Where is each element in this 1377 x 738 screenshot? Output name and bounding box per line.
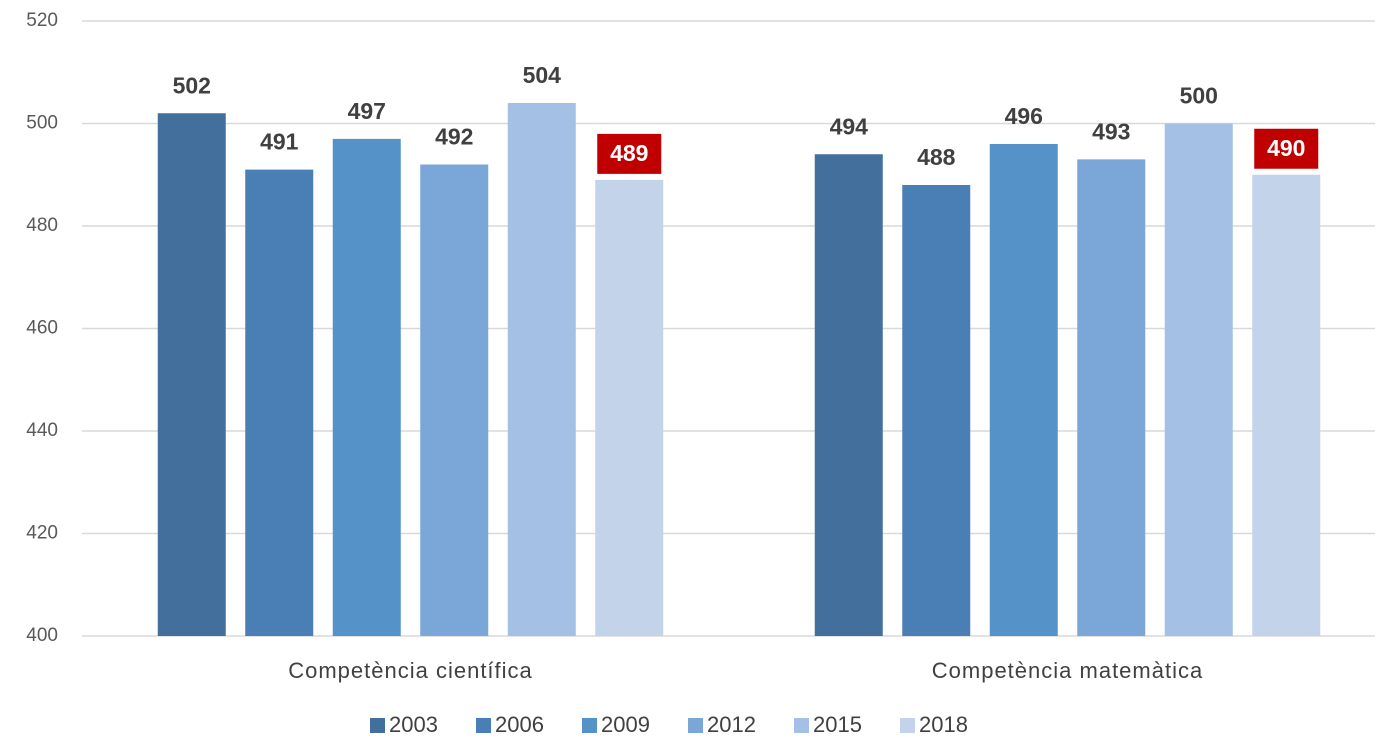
bar	[157, 113, 226, 636]
bar	[507, 103, 576, 636]
legend-label: 2006	[495, 712, 544, 737]
legend-label: 2015	[813, 712, 862, 737]
legend-label: 2009	[601, 712, 650, 737]
y-tick-label: 460	[26, 318, 58, 339]
bar	[420, 164, 489, 636]
y-tick-label: 400	[26, 625, 58, 646]
value-label: 496	[1005, 103, 1043, 129]
value-label: 494	[830, 113, 869, 139]
value-label: 490	[1267, 135, 1305, 161]
legend-swatch	[794, 718, 809, 733]
y-tick-label: 420	[26, 523, 58, 544]
legend-label: 2018	[919, 712, 968, 737]
value-label: 488	[917, 144, 956, 170]
bar	[245, 169, 314, 636]
bar	[1164, 123, 1233, 636]
y-tick-label: 520	[26, 10, 58, 31]
legend-swatch	[688, 718, 703, 733]
legend-swatch	[370, 718, 385, 733]
bar	[332, 138, 401, 636]
value-label-background	[597, 133, 662, 174]
value-label: 504	[523, 62, 562, 88]
value-label: 493	[1092, 118, 1130, 144]
bar	[595, 179, 664, 636]
value-label: 502	[173, 72, 211, 98]
bar	[1252, 174, 1321, 636]
legend-swatch	[476, 718, 491, 733]
y-tick-label: 500	[26, 113, 58, 134]
bar	[814, 154, 883, 636]
value-label: 489	[610, 140, 648, 166]
y-tick-label: 440	[26, 420, 58, 441]
y-tick-label: 480	[26, 215, 58, 236]
x-tick-label: Competència científica	[288, 658, 533, 683]
value-label: 497	[348, 98, 386, 124]
value-label: 492	[435, 124, 473, 150]
legend-label: 2003	[389, 712, 438, 737]
value-label: 491	[260, 129, 299, 155]
legend-swatch	[900, 718, 915, 733]
legend-swatch	[582, 718, 597, 733]
bar	[989, 144, 1058, 636]
x-tick-label: Competència matemàtica	[932, 658, 1203, 683]
value-label-background	[1254, 128, 1319, 169]
bar	[902, 185, 971, 636]
value-label: 500	[1180, 83, 1218, 109]
bar	[1077, 159, 1146, 636]
legend-label: 2012	[707, 712, 756, 737]
